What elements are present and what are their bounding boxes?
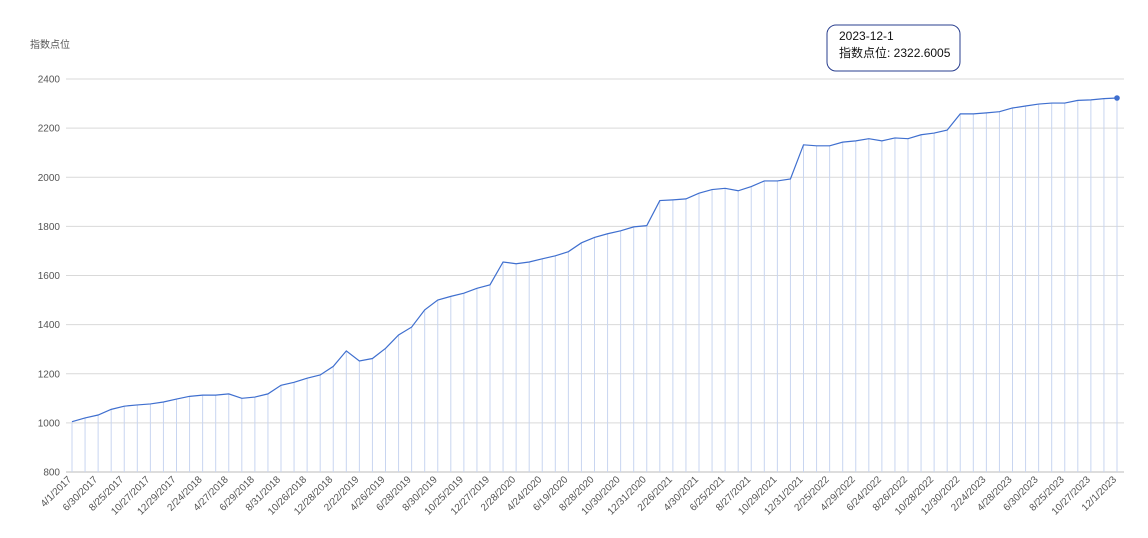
plot: 800100012001400160018002000220024004/1/2… [38, 75, 1124, 518]
y-tick-label: 2000 [38, 173, 61, 184]
y-tick-label: 1000 [38, 418, 61, 429]
y-tick-label: 1600 [38, 271, 61, 282]
y-axis-label: 指数点位 [30, 38, 70, 51]
tooltip-text: 指数点位: 2322.6005 [839, 45, 951, 60]
y-tick-label: 1200 [38, 369, 61, 380]
y-tick-label: 1400 [38, 320, 61, 331]
y-tick-label: 2400 [38, 75, 61, 86]
line [71, 97, 1118, 423]
y-tick-label: 1800 [38, 222, 61, 233]
y-tick-label: 800 [43, 468, 60, 479]
tooltip-box [826, 24, 961, 72]
y-tick-label: 2200 [38, 124, 61, 135]
highlight-point [1114, 95, 1120, 101]
tooltip-title: 2023-12-1 [839, 29, 894, 43]
tooltip: 2023-12-1 指数点位: 2322.6005 [826, 24, 961, 72]
